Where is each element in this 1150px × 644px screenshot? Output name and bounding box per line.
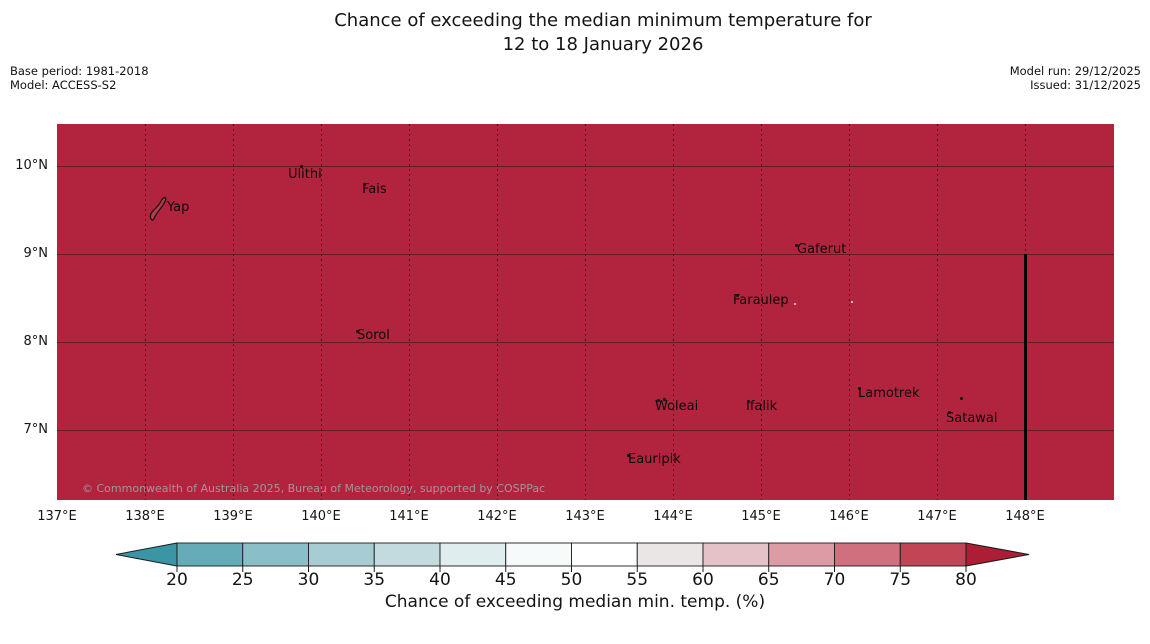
colorbar-bin	[373, 542, 441, 567]
longitude-gridline	[321, 124, 322, 500]
colorbar-right-arrow	[965, 542, 1030, 567]
lon-tick-label: 137°E	[37, 509, 77, 524]
island-dot	[627, 454, 630, 457]
island-dot	[858, 387, 861, 390]
forecast-map: © Commonwealth of Australia 2025, Bureau…	[57, 124, 1114, 500]
figure-title-line2: 12 to 18 January 2026	[502, 34, 704, 55]
island-dot	[300, 165, 303, 168]
colorbar-bin	[899, 542, 967, 567]
place-label-faraulep: Faraulep	[733, 293, 789, 308]
island-dot	[356, 330, 359, 333]
colorbar-bin	[308, 542, 375, 567]
lat-tick-label: 10°N	[15, 158, 48, 173]
lon-tick-label: 139°E	[213, 509, 253, 524]
island-dot	[736, 294, 739, 297]
longitude-gridline	[761, 124, 762, 500]
lon-tick-label: 142°E	[477, 509, 517, 524]
place-label-ifalik: Ifalik	[746, 399, 778, 414]
lat-tick-label: 7°N	[23, 422, 49, 437]
colorbar-bin	[505, 542, 572, 567]
island-dot	[948, 411, 951, 414]
colorbar-bin	[242, 542, 309, 567]
place-label-ulithi: Ulithi	[288, 167, 322, 182]
longitude-gridline	[145, 124, 146, 500]
place-label-eauripik: Eauripik	[628, 452, 681, 467]
figure-title: Chance of exceeding the median minimum t…	[56, 9, 1150, 57]
place-label-satawal: Satawal	[946, 411, 998, 426]
colorbar-bin	[702, 542, 770, 567]
island-dot	[960, 397, 963, 400]
island-dot	[795, 244, 798, 247]
colorbar-tick-label: 25	[231, 570, 254, 590]
colorbar-left-arrow	[115, 542, 178, 567]
colorbar-bin	[636, 542, 704, 567]
longitude-gridline	[409, 124, 410, 500]
longitude-gridline	[497, 124, 498, 500]
colorbar-bin	[571, 542, 638, 567]
colorbar-tick-label: 65	[757, 570, 780, 590]
colorbar-tick-label: 50	[560, 570, 583, 590]
colorbar-tick-label: 45	[494, 570, 517, 590]
colorbar-tick-label: 55	[626, 570, 649, 590]
place-label-gaferut: Gaferut	[797, 242, 847, 257]
colorbar-tick-label: 20	[166, 570, 188, 590]
colorbar-bin	[768, 542, 835, 567]
lon-tick-label: 145°E	[741, 509, 781, 524]
longitude-gridline	[849, 124, 850, 500]
place-label-woleai: Woleai	[655, 399, 699, 414]
run-metadata-right: Model run: 29/12/2025 Issued: 31/12/2025	[1010, 64, 1141, 92]
colorbar-bin	[439, 542, 507, 567]
colorbar-tick-label: 60	[692, 570, 714, 590]
issued-label: Issued: 31/12/2025	[1030, 78, 1141, 92]
lat-tick-label: 9°N	[23, 246, 49, 261]
island-dot-light	[851, 301, 854, 304]
lon-tick-label: 140°E	[301, 509, 341, 524]
lon-tick-label: 146°E	[829, 509, 869, 524]
model-label: Model: ACCESS-S2	[10, 78, 117, 92]
run-metadata-left: Base period: 1981-2018 Model: ACCESS-S2	[10, 64, 149, 92]
colorbar-tick-label: 30	[297, 570, 320, 590]
model-run-label: Model run: 29/12/2025	[1009, 64, 1141, 78]
longitude-gridline	[673, 124, 674, 500]
lon-tick-label: 138°E	[125, 509, 165, 524]
copyright-notice: © Commonwealth of Australia 2025, Bureau…	[82, 482, 546, 495]
colorbar-bin	[834, 542, 901, 567]
lon-tick-label: 144°E	[653, 509, 693, 524]
lon-tick-label: 147°E	[917, 509, 957, 524]
longitude-gridline	[585, 124, 586, 500]
lon-tick-label: 148°E	[1005, 509, 1045, 524]
place-label-fais: Fais	[362, 182, 387, 197]
island-dot-light	[794, 303, 797, 306]
figure-title-line1: Chance of exceeding the median minimum t…	[334, 10, 872, 31]
place-label-yap: Yap	[167, 200, 190, 215]
colorbar-tick-label: 75	[889, 570, 912, 590]
longitude-gridline	[233, 124, 234, 500]
lat-tick-label: 8°N	[23, 334, 49, 349]
island-dot	[657, 399, 660, 402]
colorbar-bin	[176, 542, 244, 567]
colorbar	[115, 542, 1031, 574]
base-period-label: Base period: 1981-2018	[10, 64, 149, 78]
colorbar-svg	[115, 542, 1030, 572]
island-dot	[747, 400, 750, 403]
colorbar-tick-label: 70	[823, 570, 846, 590]
colorbar-tick-label: 80	[955, 570, 977, 590]
island-dot	[363, 183, 366, 186]
lon-tick-label: 143°E	[565, 509, 605, 524]
region-boundary-line	[1024, 254, 1027, 500]
island-dot	[663, 398, 666, 401]
place-label-sorol: Sorol	[357, 328, 390, 343]
colorbar-tick-label: 40	[429, 570, 451, 590]
longitude-gridline	[937, 124, 938, 500]
colorbar-caption: Chance of exceeding median min. temp. (%…	[384, 592, 766, 612]
lon-tick-label: 141°E	[389, 509, 429, 524]
colorbar-tick-label: 35	[363, 570, 386, 590]
place-label-lamotrek: Lamotrek	[858, 386, 920, 401]
yap-island-outline-icon	[148, 195, 170, 227]
